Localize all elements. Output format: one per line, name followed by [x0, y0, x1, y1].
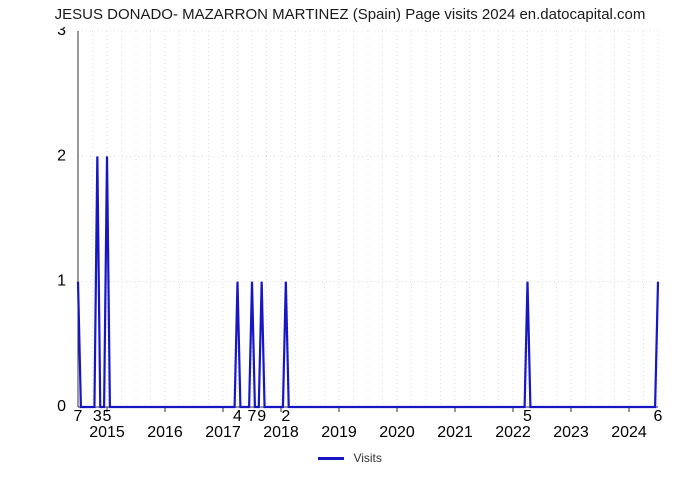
chart-svg: 0123201520162017201820192020202120222023… [30, 27, 670, 447]
svg-text:4: 4 [233, 408, 242, 425]
svg-text:2: 2 [281, 408, 290, 425]
svg-text:5: 5 [523, 408, 532, 425]
visits-line-chart: 0123201520162017201820192020202120222023… [30, 27, 670, 447]
svg-text:2015: 2015 [89, 424, 125, 441]
svg-text:6: 6 [654, 408, 663, 425]
legend-label: Visits [353, 451, 381, 465]
svg-text:3: 3 [93, 408, 102, 425]
svg-text:1: 1 [57, 273, 66, 290]
svg-text:0: 0 [57, 398, 66, 415]
svg-text:2017: 2017 [205, 424, 241, 441]
chart-title: JESUS DONADO- MAZARRON MARTINEZ (Spain) … [0, 0, 700, 23]
svg-text:7: 7 [74, 408, 83, 425]
svg-text:2: 2 [57, 147, 66, 164]
svg-text:2020: 2020 [379, 424, 415, 441]
svg-text:2024: 2024 [611, 424, 647, 441]
svg-text:2019: 2019 [321, 424, 357, 441]
svg-text:2022: 2022 [495, 424, 531, 441]
legend-swatch [318, 457, 344, 460]
svg-text:5: 5 [103, 408, 112, 425]
chart-legend: Visits [0, 451, 700, 465]
svg-text:2018: 2018 [263, 424, 299, 441]
svg-text:2021: 2021 [437, 424, 473, 441]
svg-text:7: 7 [248, 408, 257, 425]
svg-text:2023: 2023 [553, 424, 589, 441]
svg-text:2016: 2016 [147, 424, 183, 441]
svg-text:3: 3 [57, 27, 66, 39]
svg-text:9: 9 [257, 408, 266, 425]
